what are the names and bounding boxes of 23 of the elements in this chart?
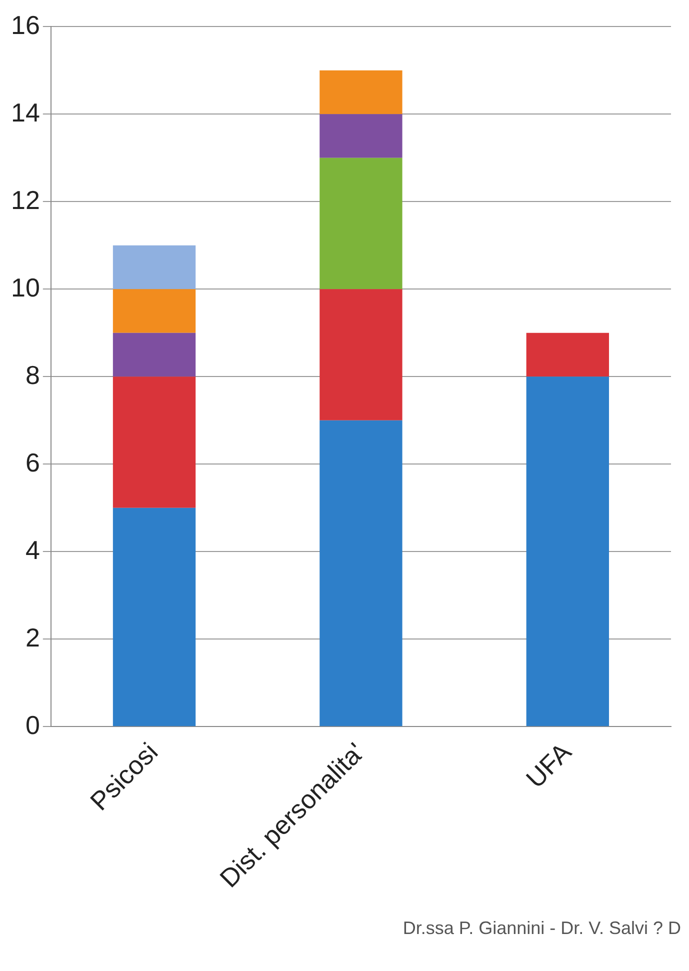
text: Dr.ssa P. Giannini - Dr. V. Salvi ? D bbox=[402, 918, 681, 939]
bar bbox=[112, 376, 196, 508]
bar bbox=[320, 420, 402, 726]
y-tick-label: 14 bbox=[11, 97, 40, 128]
bar bbox=[112, 245, 196, 290]
bar bbox=[526, 332, 609, 377]
y-tick-label: 16 bbox=[11, 10, 40, 40]
bar bbox=[112, 289, 196, 333]
bar bbox=[112, 508, 196, 726]
bar bbox=[320, 158, 402, 290]
y-tick-label: 0 bbox=[25, 710, 40, 740]
y-tick-label: 8 bbox=[25, 360, 40, 390]
x-tick-label: UFA bbox=[520, 736, 578, 794]
bar bbox=[320, 289, 402, 420]
bar bbox=[112, 332, 196, 377]
bar bbox=[320, 70, 402, 114]
y-tick-label: 10 bbox=[11, 272, 40, 302]
y-tick-label: 6 bbox=[25, 447, 40, 478]
bar bbox=[320, 114, 402, 158]
bar bbox=[526, 376, 609, 726]
y-tick-label: 2 bbox=[25, 622, 40, 652]
y-tick-label: 4 bbox=[25, 534, 40, 565]
y-tick-label: 12 bbox=[11, 184, 40, 215]
